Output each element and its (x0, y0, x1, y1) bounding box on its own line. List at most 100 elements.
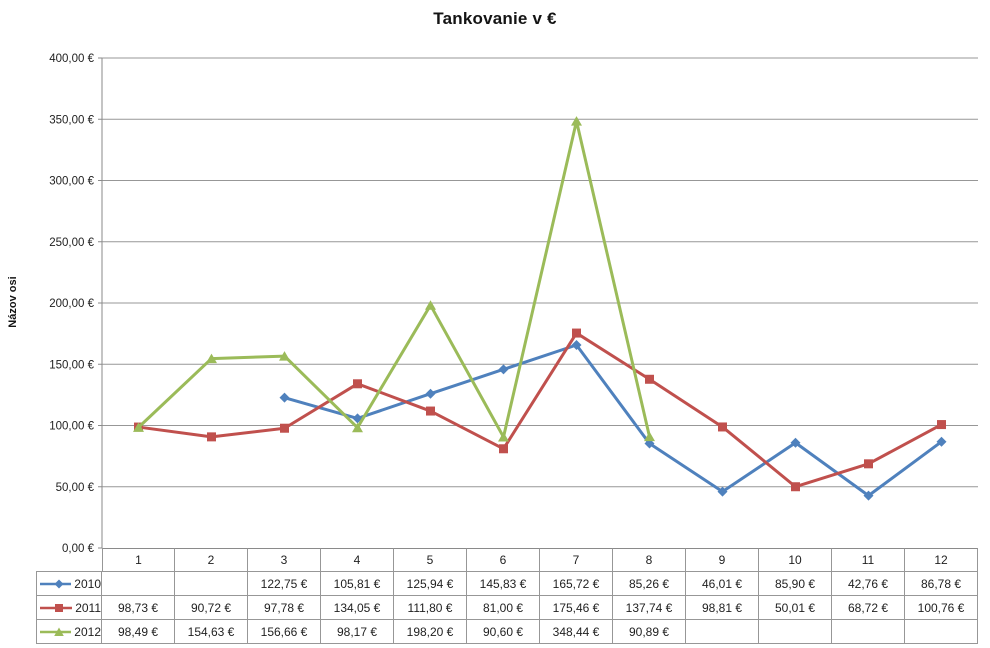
series-marker-2012 (352, 422, 363, 433)
value-cell-2011: 137,74 € (613, 596, 686, 620)
value-cell-2010: 85,90 € (759, 572, 832, 596)
value-cell-2012 (686, 620, 759, 644)
month-header-cell: 6 (467, 548, 540, 572)
series-marker-2010 (863, 490, 874, 501)
y-axis-tick-label: 250,00 € (49, 237, 94, 249)
value-cell-2012: 154,63 € (175, 620, 248, 644)
2012-key-icon (40, 627, 72, 636)
value-cell-2012 (759, 620, 832, 644)
y-axis-tick-label: 400,00 € (49, 53, 94, 65)
series-marker-2010 (425, 388, 436, 399)
value-cell-2011: 98,73 € (102, 596, 175, 620)
series-marker-2012 (133, 422, 144, 432)
month-header-cell: 5 (394, 548, 467, 572)
series-marker-2012 (279, 351, 290, 361)
y-axis-tick-label: 300,00 € (49, 176, 94, 188)
value-cell-2012 (832, 620, 905, 644)
series-marker-2012 (571, 116, 582, 126)
value-cell-2012 (905, 620, 978, 644)
series-marker-2011 (718, 422, 727, 432)
value-cell-2012: 98,17 € (321, 620, 394, 644)
data-table: 1 2 3 4 5 6 7 8 9 10 11 12 2010 122,75 €105,81 €125,9… (36, 548, 978, 644)
value-cell-2010: 125,94 € (394, 572, 467, 596)
y-axis-tick-label: 50,00 € (56, 482, 95, 494)
series-marker-2011 (207, 432, 216, 442)
month-header-cell: 7 (540, 548, 613, 572)
series-marker-2010 (571, 339, 582, 350)
value-cell-2010: 122,75 € (248, 572, 321, 596)
value-cell-2011: 98,81 € (686, 596, 759, 620)
month-header-cell: 12 (905, 548, 978, 572)
value-cell-2011: 111,80 € (394, 596, 467, 620)
month-header-cell: 10 (759, 548, 832, 572)
series-marker-2011 (426, 406, 435, 416)
value-cell-2010: 42,76 € (832, 572, 905, 596)
series-line-2012 (137, 119, 651, 439)
legend-key-2010: 2010 (36, 572, 102, 596)
value-cell-2010: 145,83 € (467, 572, 540, 596)
legend-key-2012: 2012 (36, 620, 102, 644)
series-marker-2012 (644, 431, 655, 442)
month-header-cell: 3 (248, 548, 321, 572)
y-axis-tick-label: 200,00 € (49, 298, 94, 310)
series-marker-2012 (498, 432, 509, 442)
value-cell-2012: 90,60 € (467, 620, 540, 644)
series-marker-2011 (937, 420, 946, 430)
series-marker-2011 (353, 379, 362, 389)
legend-label-2010: 2010 (74, 576, 101, 591)
month-header-cell: 8 (613, 548, 686, 572)
series-marker-2012 (206, 353, 217, 364)
legend-label-2012: 2012 (74, 624, 101, 639)
chart-title: Tankovanie v € (433, 9, 557, 28)
series-marker-2010 (279, 392, 290, 403)
value-cell-2011: 97,78 € (248, 596, 321, 620)
value-cell-2011: 134,05 € (321, 596, 394, 620)
value-cell-2012: 90,89 € (613, 620, 686, 644)
y-axis-tick-label: 150,00 € (49, 359, 94, 371)
value-cell-2012: 348,44 € (540, 620, 613, 644)
y-axis-tick-label: 100,00 € (49, 421, 94, 433)
series-marker-2011 (572, 328, 581, 338)
value-cell-2011: 90,72 € (175, 596, 248, 620)
value-cell-2010: 85,26 € (613, 572, 686, 596)
2011-key-icon (40, 603, 73, 612)
value-cell-2011: 175,46 € (540, 596, 613, 620)
value-cell-2010 (175, 572, 248, 596)
value-cell-2010: 165,72 € (540, 572, 613, 596)
value-cell-2010 (102, 572, 175, 596)
month-header-cell: 4 (321, 548, 394, 572)
value-cell-2010: 105,81 € (321, 572, 394, 596)
value-cell-2011: 50,01 € (759, 596, 832, 620)
series-marker-2011 (280, 423, 289, 433)
value-cell-2011: 100,76 € (905, 596, 978, 620)
series-marker-2011 (864, 459, 873, 469)
value-cell-2012: 198,20 € (394, 620, 467, 644)
series-marker-2010 (498, 364, 509, 375)
series-marker-2011 (645, 374, 654, 384)
series-line-2011 (137, 331, 943, 489)
value-cell-2010: 46,01 € (686, 572, 759, 596)
value-cell-2011: 68,72 € (832, 596, 905, 620)
value-cell-2011: 81,00 € (467, 596, 540, 620)
value-cell-2010: 86,78 € (905, 572, 978, 596)
series-marker-2010 (717, 486, 728, 497)
series-marker-2010 (790, 437, 801, 448)
month-header-cell: 9 (686, 548, 759, 572)
legend-label-2011: 2011 (75, 600, 101, 615)
month-header-cell: 2 (175, 548, 248, 572)
value-cell-2012: 98,49 € (102, 620, 175, 644)
series-marker-2011 (791, 482, 800, 492)
y-axis-tick-label: 350,00 € (49, 114, 94, 126)
series-marker-2012 (425, 300, 436, 310)
series-marker-2010 (936, 436, 947, 447)
month-header-cell: 1 (102, 548, 175, 572)
series-line-2010 (283, 343, 943, 498)
series-marker-2011 (499, 444, 508, 454)
value-cell-2012: 156,66 € (248, 620, 321, 644)
table-corner-blank (36, 548, 102, 572)
legend-key-2011: 2011 (36, 596, 102, 620)
2010-key-icon (40, 579, 72, 588)
month-header-cell: 11 (832, 548, 905, 572)
